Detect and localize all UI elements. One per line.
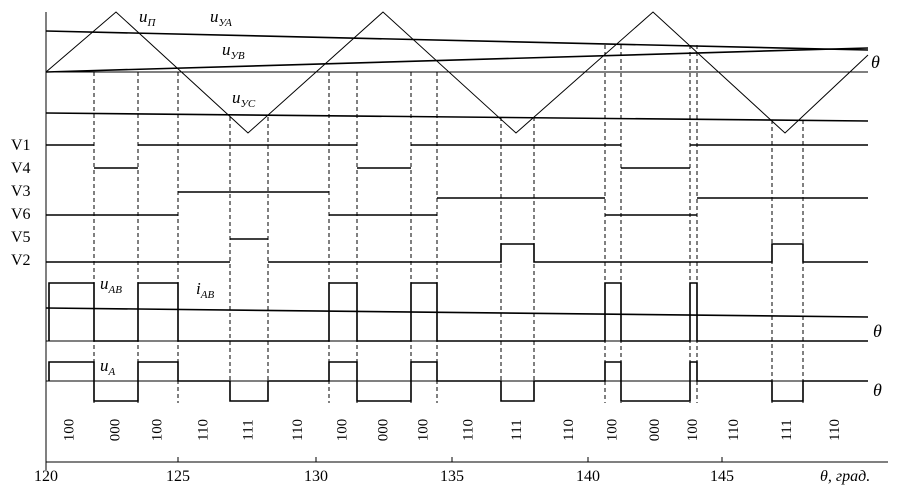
switching-state-code: 110 — [195, 419, 211, 441]
label-u-ab: uАВ — [100, 274, 122, 296]
angle-tick-label: 145 — [710, 468, 734, 485]
carrier-triangle — [45, 11, 869, 134]
switching-state-code: 100 — [149, 419, 165, 442]
line-voltage-panel: uАВ iАВ θ — [45, 274, 882, 342]
switching-state-code: 110 — [726, 419, 742, 441]
switching-state-code: 110 — [561, 419, 577, 441]
switching-state-code: 111 — [240, 419, 256, 440]
label-u-a: uА — [100, 356, 116, 378]
angle-axis: 120 125 130 135 140 145 θ, град. — [34, 457, 888, 485]
control-signal-yb — [45, 47, 869, 73]
angle-axis-label: θ, град. — [820, 468, 870, 485]
switch-label-v6: V6 — [11, 206, 31, 223]
angle-tick-label: 140 — [576, 468, 600, 485]
switching-state-code: 100 — [61, 419, 77, 442]
switching-state-code: 000 — [107, 419, 123, 442]
control-signals-panel: uП uУА uУВ uУС θ — [45, 7, 880, 470]
u-ab-waveform — [48, 282, 868, 342]
switching-state-code: 110 — [827, 419, 843, 441]
switching-state-code: 100 — [334, 419, 350, 442]
control-signal-yc — [45, 112, 869, 122]
label-u-yb: uУВ — [222, 40, 245, 62]
switch-label-v5: V5 — [11, 229, 31, 246]
switching-state-code: 100 — [415, 419, 431, 442]
theta-label-ua: θ — [873, 380, 882, 400]
switching-state-code: 110 — [290, 419, 306, 441]
switching-instant-lines — [93, 45, 804, 403]
switching-state-code: 100 — [604, 419, 620, 442]
switch-state-panel: V1 V4 V3 V6 V5 V2 — [11, 137, 868, 269]
angle-tick-label: 125 — [166, 468, 190, 485]
label-u-ya: uУА — [210, 7, 232, 29]
u-a-waveform — [48, 361, 868, 402]
switching-states-strip: 100 000 100 110 111 110 100 000 100 110 111 110 100 0… — [61, 419, 843, 442]
switching-state-code: 100 — [685, 419, 701, 442]
label-i-ab: iАВ — [196, 279, 214, 301]
angle-tick-label: 120 — [34, 468, 58, 485]
theta-label-top: θ — [871, 52, 880, 72]
control-signal-ya — [45, 30, 869, 51]
switching-state-code: 111 — [509, 419, 525, 440]
switching-state-code: 111 — [779, 419, 795, 440]
switch-label-v1: V1 — [11, 137, 31, 154]
switch-label-v3: V3 — [11, 183, 31, 200]
label-u-carrier: uП — [139, 7, 157, 29]
phase-voltage-panel: uА θ — [46, 356, 882, 402]
switch-v2-waveform — [268, 243, 868, 263]
label-u-yc: uУС — [232, 88, 256, 110]
switch-label-v2: V2 — [11, 252, 31, 269]
i-ab-current — [45, 307, 869, 318]
switching-state-code: 110 — [460, 419, 476, 441]
switching-state-code: 000 — [375, 419, 391, 442]
theta-label-uab: θ — [873, 321, 882, 341]
angle-tick-label: 135 — [440, 468, 464, 485]
angle-tick-label: 130 — [304, 468, 328, 485]
switching-state-code: 000 — [647, 419, 663, 442]
switch-label-v4: V4 — [11, 160, 31, 177]
